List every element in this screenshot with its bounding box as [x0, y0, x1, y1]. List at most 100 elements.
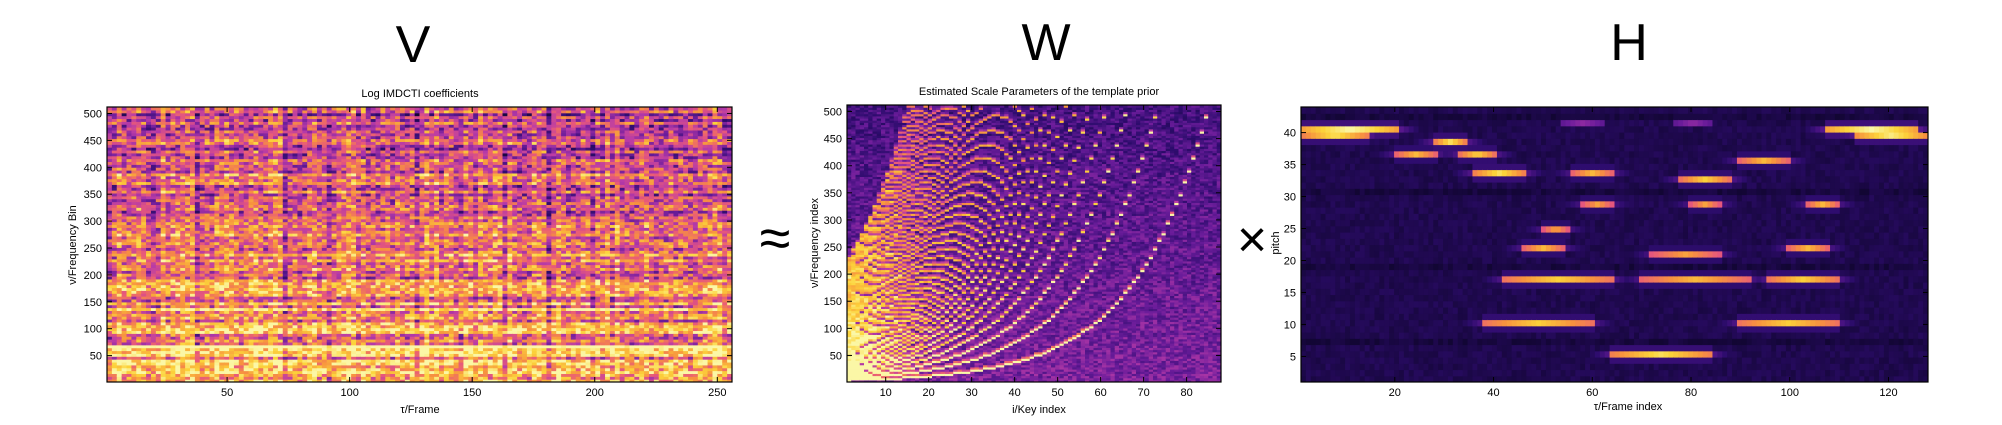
heatmap-cell [243, 376, 250, 380]
heatmap-cell [136, 218, 142, 223]
heatmap-cell [253, 316, 259, 320]
heatmap-cell [253, 307, 259, 311]
heatmap-cell [111, 359, 118, 363]
heatmap-cell [316, 255, 323, 260]
heatmap-cell [312, 207, 318, 211]
heatmap-cell [263, 339, 269, 343]
heatmap-cell [331, 310, 338, 314]
heatmap-cell [331, 109, 338, 114]
heatmap-cell [170, 170, 176, 174]
heatmap-cell [326, 287, 333, 291]
heatmap-cell [316, 161, 323, 165]
heatmap-cell [180, 339, 186, 343]
heatmap-cell [346, 276, 352, 280]
heatmap-cell [312, 304, 318, 309]
heatmap-cell [175, 218, 181, 223]
heatmap-cell [111, 161, 118, 165]
heatmap-cell [302, 241, 308, 246]
heatmap-cell [331, 258, 338, 263]
heatmap-cell [219, 339, 225, 343]
heatmap-cell [170, 233, 176, 237]
heatmap-cell [116, 212, 123, 217]
heatmap-cell [316, 258, 323, 263]
heatmap-cell [111, 107, 118, 111]
heatmap-cell [346, 316, 352, 320]
heatmap-cell [131, 118, 137, 122]
heatmap-cell [175, 347, 181, 352]
heatmap-cell [253, 212, 259, 217]
heatmap-cell [209, 244, 216, 248]
heatmap-cell [141, 124, 147, 128]
heatmap-cell [190, 129, 196, 134]
heatmap-cell [336, 233, 342, 237]
heatmap-cell [287, 267, 294, 271]
heatmap-cell [170, 121, 176, 125]
heatmap-cell [326, 184, 333, 188]
heatmap-cell [253, 118, 259, 122]
heatmap-cell [175, 164, 181, 168]
heatmap-cell [287, 190, 294, 194]
heatmap-cell [199, 149, 206, 154]
heatmap-cell [199, 227, 206, 231]
heatmap-cell [316, 244, 323, 248]
heatmap-cell [160, 258, 167, 263]
heatmap-cell [170, 316, 176, 320]
heatmap-cell [121, 347, 128, 352]
heatmap-cell [150, 152, 157, 157]
heatmap-cell [111, 278, 118, 283]
heatmap-cell [321, 184, 328, 188]
heatmap-cell [356, 350, 362, 354]
heatmap-cell [253, 235, 259, 240]
heatmap-cell [356, 227, 362, 231]
heatmap-cell [194, 121, 201, 125]
heatmap-cell [302, 364, 308, 369]
heatmap-cell [316, 227, 323, 231]
heatmap-cell [141, 155, 147, 160]
heatmap-cell [346, 158, 352, 163]
heatmap-cell [273, 344, 279, 349]
heatmap-cell [292, 107, 299, 111]
heatmap-cell [126, 318, 133, 323]
heatmap-cell [351, 155, 357, 160]
heatmap-cell [219, 155, 225, 160]
heatmap-cell [160, 287, 167, 291]
heatmap-cell [287, 241, 294, 246]
heatmap-cell [116, 210, 123, 214]
heatmap-cell [312, 318, 318, 323]
heatmap-cell [229, 238, 235, 243]
heatmap-cell [150, 124, 157, 128]
heatmap-cell [141, 253, 147, 257]
heatmap-cell [238, 261, 245, 266]
heatmap-cell [180, 264, 186, 269]
heatmap-cell [336, 330, 342, 334]
heatmap-cell [287, 167, 294, 171]
heatmap-cell [263, 109, 269, 114]
heatmap-cell [126, 364, 133, 369]
heatmap-cell [233, 170, 240, 174]
heatmap-cell [302, 190, 308, 194]
heatmap-cell [141, 230, 147, 234]
heatmap-cell [243, 264, 250, 269]
heatmap-cell [346, 298, 352, 303]
heatmap-cell [253, 218, 259, 223]
heatmap-cell [263, 233, 269, 237]
heatmap-cell [111, 318, 118, 323]
heatmap-cell [238, 241, 245, 246]
heatmap-cell [302, 310, 308, 314]
heatmap-cell [126, 230, 133, 234]
heatmap-cell [116, 221, 123, 226]
heatmap-cell [277, 316, 284, 320]
heatmap-cell [185, 158, 191, 163]
heatmap-cell [199, 321, 206, 326]
heatmap-cell [312, 121, 318, 125]
heatmap-cell [243, 144, 250, 148]
heatmap-cell [346, 144, 352, 148]
heatmap-cell [253, 270, 259, 274]
heatmap-cell [185, 373, 191, 377]
heatmap-cell [321, 187, 328, 191]
heatmap-cell [292, 210, 299, 214]
heatmap-cell [287, 144, 294, 148]
heatmap-cell [341, 175, 347, 180]
heatmap-cell [180, 307, 186, 311]
heatmap-cell [331, 281, 338, 286]
